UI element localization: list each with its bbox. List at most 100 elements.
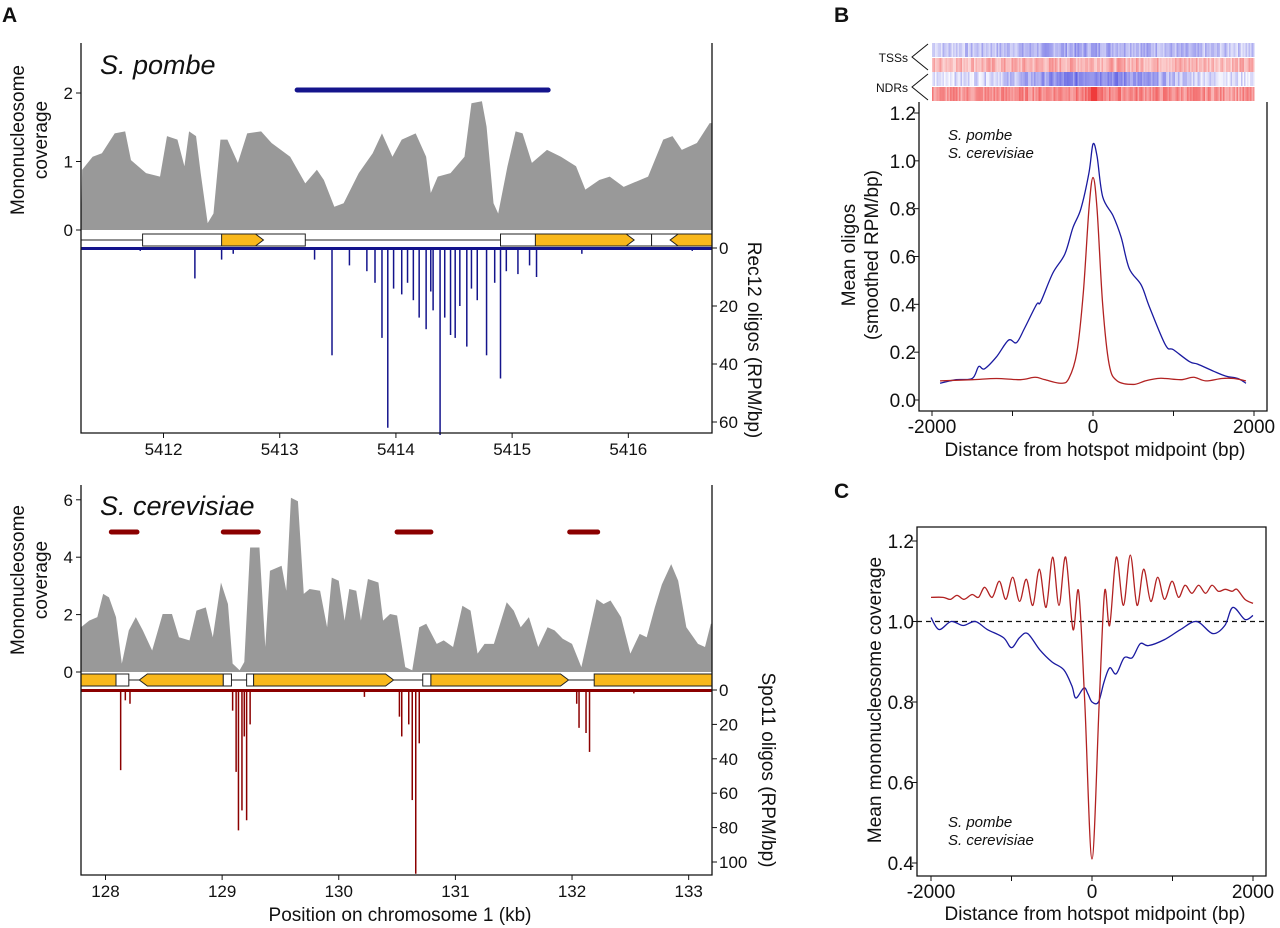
heatmap-stripe xyxy=(1010,87,1012,101)
heatmap-stripe xyxy=(947,43,949,57)
heatmap-stripe xyxy=(1187,43,1189,57)
heatmap-stripe xyxy=(1140,43,1142,57)
panel-label-b: B xyxy=(834,4,849,27)
heatmap-stripe xyxy=(1178,87,1180,101)
gene-utr-box xyxy=(422,673,432,687)
heatmap-stripe xyxy=(1088,43,1090,57)
heatmap-stripe xyxy=(1029,72,1031,86)
heatmap-stripe xyxy=(992,72,994,86)
heatmap-stripe xyxy=(1014,72,1016,86)
heatmap-stripe xyxy=(1182,87,1184,101)
heatmap-stripe xyxy=(1083,72,1085,86)
heatmap-stripe xyxy=(1200,87,1202,101)
heatmap-stripe xyxy=(1086,43,1088,57)
x-tick-label: 5412 xyxy=(145,440,183,459)
heatmap-stripe xyxy=(1199,43,1201,57)
heatmap-stripe xyxy=(939,58,941,72)
heatmap-stripe xyxy=(1056,43,1058,57)
heatmap-stripe xyxy=(1086,72,1088,86)
heatmap-stripe xyxy=(1214,43,1216,57)
heatmap-stripe xyxy=(1020,72,1022,86)
heatmap-stripe xyxy=(1155,43,1157,57)
heatmap-stripe xyxy=(1179,87,1181,101)
heatmap-stripe xyxy=(1047,43,1049,57)
heatmap-stripe xyxy=(1167,87,1169,101)
heatmap-stripe xyxy=(939,72,941,86)
heatmap-stripe xyxy=(1104,58,1106,72)
heatmap-stripe xyxy=(1010,43,1012,57)
heatmap-stripe xyxy=(1091,58,1093,72)
heatmap-stripe xyxy=(938,43,940,57)
heatmap-stripe xyxy=(1116,87,1118,101)
heatmap-stripe xyxy=(998,87,1000,101)
heatmap-stripe xyxy=(1005,58,1007,72)
heatmap-stripe xyxy=(1226,58,1228,72)
heatmap-stripe xyxy=(1002,72,1004,86)
heatmap-stripe xyxy=(987,72,989,86)
heatmap-stripe xyxy=(1211,72,1213,86)
heatmap-stripe xyxy=(1236,43,1238,57)
heatmap-stripe xyxy=(1047,72,1049,86)
heatmap-stripe xyxy=(962,43,964,57)
heatmap-stripe xyxy=(1236,72,1238,86)
heatmap-stripe xyxy=(1176,43,1178,57)
heatmap-stripe xyxy=(1203,43,1205,57)
heatmap-stripe xyxy=(1149,72,1151,86)
heatmap-stripe xyxy=(1127,58,1129,72)
panel-c-coverage-profile: 0.4 0.6 0.8 1.0 1.2 -2000 0 2000 S. pombe S. ce… xyxy=(865,526,1274,925)
legend-pombe: S. pombe xyxy=(948,127,1012,144)
heatmap-stripe xyxy=(1226,72,1228,86)
heatmap-stripe xyxy=(1022,43,1024,57)
heatmap-stripe xyxy=(941,43,943,57)
heatmap-stripe xyxy=(1127,43,1129,57)
heatmap-stripe xyxy=(963,72,965,86)
heatmap-stripe xyxy=(998,43,1000,57)
heatmap-stripe xyxy=(1139,87,1141,101)
heatmap-stripe xyxy=(1212,58,1214,72)
heatmap-stripe xyxy=(992,87,994,101)
heatmap-stripe xyxy=(1034,58,1036,72)
heatmap-stripe xyxy=(1212,43,1214,57)
heatmap-stripe xyxy=(1119,72,1121,86)
heatmap-stripe xyxy=(1172,58,1174,72)
heatmap-stripe xyxy=(1242,43,1244,57)
heatmap-stripe xyxy=(1101,87,1103,101)
heatmap-stripe xyxy=(1034,87,1036,101)
heatmap-stripe xyxy=(1023,58,1025,72)
heatmap-stripe xyxy=(1026,72,1028,86)
heatmap-stripe xyxy=(1082,72,1084,86)
y-tick-label: 0.4 xyxy=(888,854,915,875)
heatmap-stripe xyxy=(1079,72,1081,86)
heatmap-stripe xyxy=(1241,58,1243,72)
heatmap-stripe xyxy=(980,43,982,57)
heatmap-stripe xyxy=(1065,87,1067,101)
heatmap-stripe xyxy=(1122,72,1124,86)
heatmap-stripe xyxy=(1191,87,1193,101)
heatmap-stripe xyxy=(1034,43,1036,57)
heatmap-stripe xyxy=(1035,58,1037,72)
heatmap-stripe xyxy=(993,87,995,101)
heatmap-stripe xyxy=(1142,43,1144,57)
heatmap-stripe xyxy=(942,87,944,101)
heatmap-stripe xyxy=(1148,87,1150,101)
coverage-area xyxy=(81,497,712,672)
heatmap-stripe xyxy=(1140,72,1142,86)
heatmap-stripe xyxy=(1044,58,1046,72)
heatmap-stripe xyxy=(1058,43,1060,57)
heatmap-stripe xyxy=(948,43,950,57)
heatmap-stripe xyxy=(1172,72,1174,86)
heatmap-stripe xyxy=(980,87,982,101)
heatmap-stripe xyxy=(1169,72,1171,86)
heatmap-stripe xyxy=(1095,58,1097,72)
heatmap-stripe xyxy=(1157,72,1159,86)
heatmap-stripe xyxy=(959,43,961,57)
heatmap-stripe xyxy=(1235,87,1237,101)
heatmap-stripe xyxy=(1160,43,1162,57)
heatmap-stripe xyxy=(1062,43,1064,57)
heatmap-stripe xyxy=(1149,58,1151,72)
heatmap-stripe xyxy=(971,87,973,101)
heatmap-stripe xyxy=(1206,87,1208,101)
heatmap-stripe xyxy=(1197,87,1199,101)
heatmap-stripe xyxy=(956,58,958,72)
